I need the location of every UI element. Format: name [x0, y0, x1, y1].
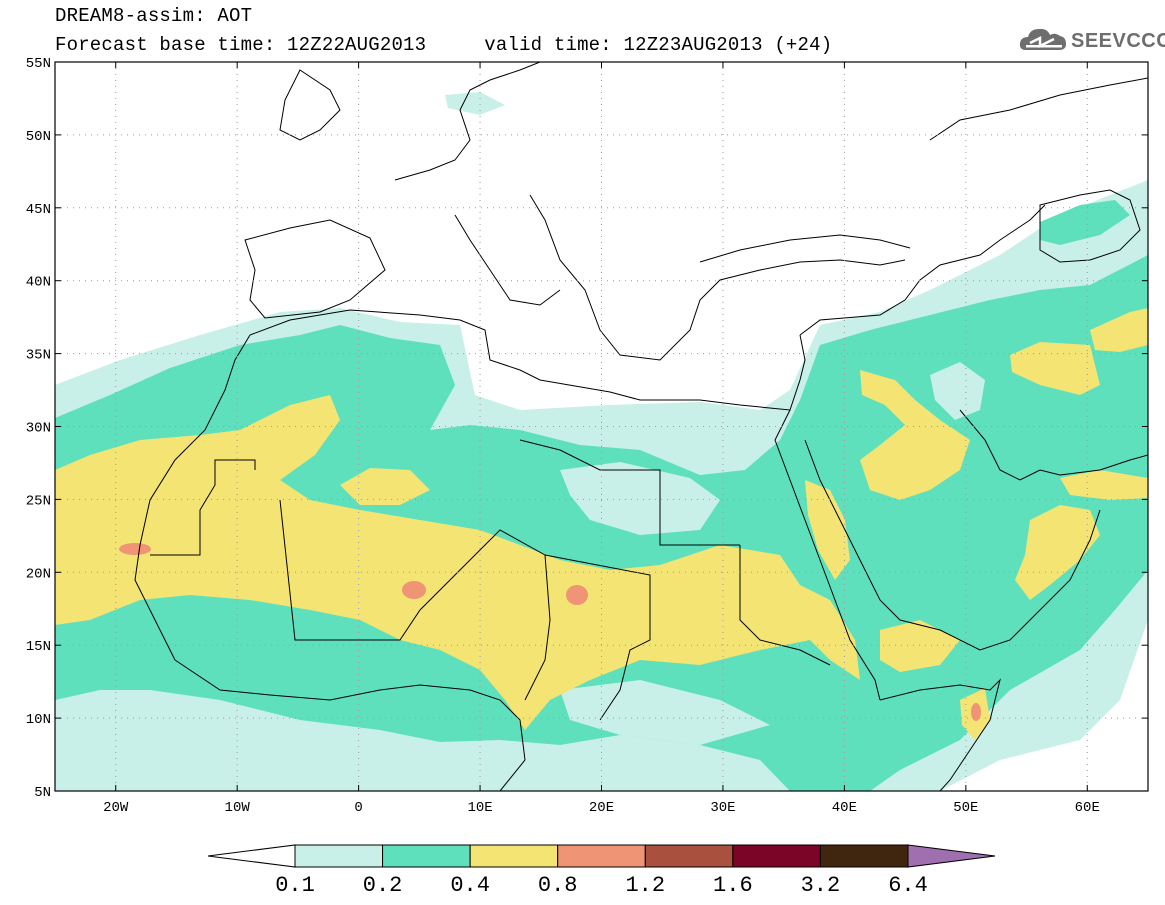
colorbar-label: 1.6	[713, 873, 753, 898]
lon-tick-label: 10W	[225, 800, 251, 816]
aot-region-yellow-algeria	[340, 468, 430, 505]
aot-region-yellow-iran	[1010, 342, 1100, 395]
aot-region-yellow-gulf-coast	[1060, 470, 1148, 500]
colorbar-swatch	[644, 844, 734, 868]
lon-tick-label: 40E	[832, 800, 857, 816]
lon-tick-label: 20E	[589, 800, 614, 816]
lat-tick-label: 55N	[26, 56, 51, 72]
colorbar: 0.1 0.2 0.4 0.8 1.2 1.6 3.2 6.4	[207, 844, 996, 898]
colorbar-swatch	[294, 844, 384, 868]
colorbar-label: 0.2	[363, 873, 403, 898]
aot-region-green-caspian	[1040, 200, 1130, 245]
lat-tick-label: 5N	[34, 785, 51, 801]
colorbar-label: 1.2	[625, 873, 665, 898]
aot-region-yellow-pakistan	[1090, 308, 1148, 352]
aot-max-chad	[566, 585, 588, 605]
colorbar-label: 0.1	[275, 873, 315, 898]
cloud-icon	[1019, 28, 1066, 50]
colorbar-swatch	[382, 844, 471, 868]
colorbar-over-triangle	[907, 844, 996, 868]
aot-hole-light-cyan-sahel	[560, 680, 770, 745]
lon-tick-label: 0	[354, 800, 362, 816]
title-line-2: Forecast base time: 12Z22AUG2013 valid t…	[55, 34, 833, 56]
aot-region-yellow-oman	[1015, 505, 1100, 600]
lon-tick-label: 30E	[710, 800, 735, 816]
lon-tick-label: 60E	[1075, 800, 1100, 816]
lat-tick-label: 50N	[26, 129, 51, 145]
coastlines	[134, 62, 1148, 791]
colorbar-swatch	[557, 844, 646, 868]
title-line-1: DREAM8-assim: AOT	[55, 5, 253, 27]
lon-tick-label: 20W	[103, 800, 129, 816]
logo-text: SEEVCCC	[1071, 30, 1165, 52]
lon-tick-label: 50E	[953, 800, 978, 816]
colorbar-label: 0.4	[450, 873, 490, 898]
colorbar-under-triangle	[207, 844, 296, 868]
lon-labels: 20W 10W 0 10E 20E 30E 40E 50E 60E	[103, 800, 1100, 816]
map-frame	[54, 61, 1149, 792]
aot-region-yellow-red-sea	[805, 480, 850, 580]
lon-tick-label: 10E	[467, 800, 492, 816]
aot-hole-light-cyan-libya	[560, 462, 720, 535]
lat-tick-label: 25N	[26, 493, 51, 509]
lat-tick-label: 40N	[26, 275, 51, 291]
aot-region-yellow-sahara	[55, 395, 860, 730]
colorbar-label: 3.2	[801, 873, 841, 898]
colorbar-swatch	[819, 844, 909, 868]
colorbar-swatch	[469, 844, 559, 868]
lat-tick-label: 45N	[26, 202, 51, 218]
graticule	[55, 61, 1148, 792]
colorbar-label: 6.4	[888, 873, 928, 898]
aot-region-yellow-arabia	[860, 370, 970, 500]
aot-max-western-sahara	[119, 543, 151, 555]
aot-region-yellow-yemen	[880, 620, 960, 672]
lat-tick-label: 30N	[26, 421, 51, 437]
colorbar-label: 0.8	[538, 873, 578, 898]
lat-tick-label: 20N	[26, 566, 51, 582]
lat-labels: 55N 50N 45N 40N 35N 30N 25N 20N 15N 10N 5N	[26, 56, 51, 801]
aot-max-somalia	[971, 703, 981, 721]
lat-tick-label: 35N	[26, 348, 51, 364]
colorbar-swatch	[732, 844, 821, 868]
lat-tick-label: 10N	[26, 712, 51, 728]
seevccc-logo: SEEVCCC	[1018, 24, 1165, 56]
aot-max-niger	[402, 581, 426, 599]
aot-hole-light-cyan-gulf	[930, 362, 985, 420]
lat-tick-label: 15N	[26, 639, 51, 655]
